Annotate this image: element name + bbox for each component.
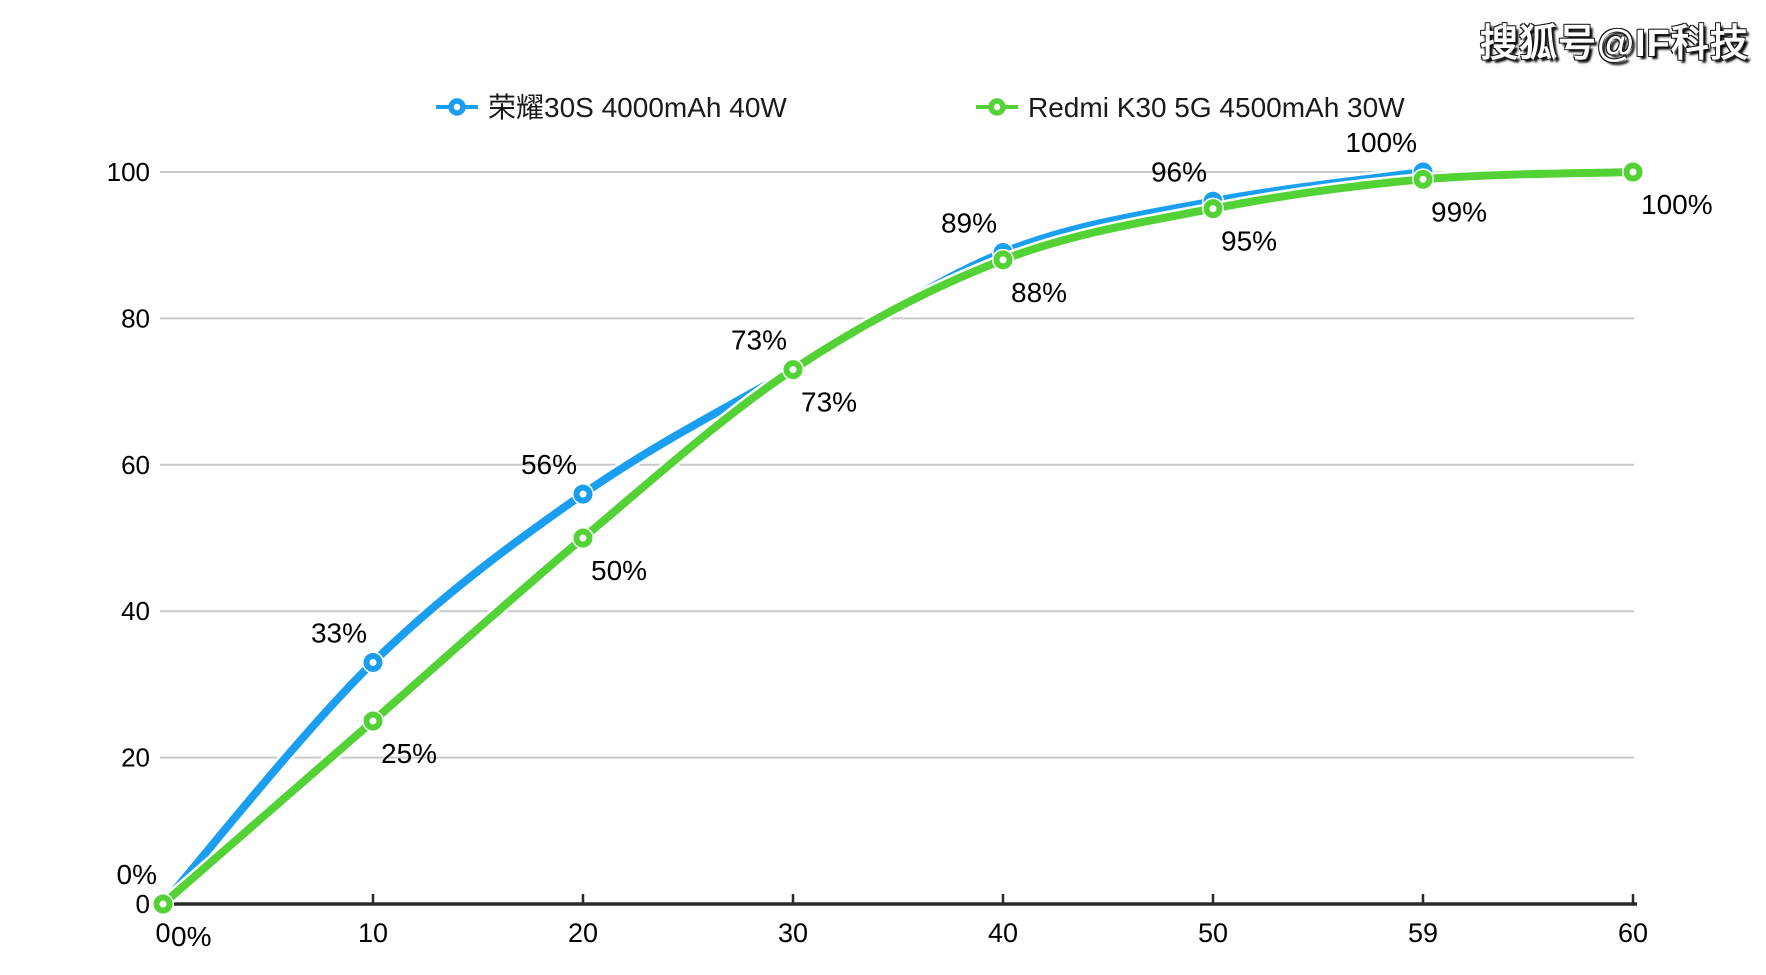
series-line-honor30s [159,168,1427,908]
data-point-label: 100% [1345,127,1417,158]
legend-label: Redmi K30 5G 4500mAh 30W [1028,92,1405,123]
data-point-label: 96% [1151,156,1207,187]
y-tick-label: 20 [121,743,150,773]
data-point-label: 33% [311,617,367,648]
data-point-marker [1413,169,1433,189]
y-tick-label: 100 [107,157,150,187]
data-point-marker [993,250,1013,270]
data-point-label: 73% [801,387,857,418]
y-tick-label: 0 [136,889,150,919]
legend-ring-icon [448,98,466,116]
data-point-marker [1203,199,1223,219]
data-point-label: 73% [731,325,787,356]
y-tick-label: 80 [121,303,150,333]
watermark: 搜狐号@IF科技 [1480,23,1749,65]
data-point-marker [363,711,383,731]
data-point-marker [153,894,173,914]
x-tick-label: 10 [358,918,388,948]
data-point-label: 25% [381,738,437,769]
data-point-label: 0% [171,921,211,952]
data-point-label: 0% [117,859,157,890]
series-line-redmi-k30 [159,168,1637,908]
data-point-label: 95% [1221,226,1277,257]
data-point-label: 89% [941,208,997,239]
legend-ring-icon [988,98,1006,116]
data-point-marker [363,652,383,672]
legend-item: 荣耀30S 4000mAh 40W [436,92,787,123]
y-tick-label: 40 [121,596,150,626]
data-point-marker [1623,162,1643,182]
legend-item: Redmi K30 5G 4500mAh 30W [976,92,1405,123]
x-tick-label: 40 [988,918,1018,948]
x-tick-label: 20 [568,918,598,948]
data-point-label: 100% [1641,189,1713,220]
data-point-label: 50% [591,555,647,586]
data-point-marker [573,528,593,548]
x-tick-label: 59 [1408,918,1438,948]
legend-label: 荣耀30S 4000mAh 40W [488,92,787,123]
data-point-label: 88% [1011,277,1067,308]
x-tick-label: 0 [155,918,170,948]
data-point-label: 56% [521,449,577,480]
series-line-casing [156,165,1640,911]
y-tick-label: 60 [121,450,150,480]
data-point-label: 99% [1431,196,1487,227]
x-tick-label: 60 [1618,918,1648,948]
x-tick-label: 30 [778,918,808,948]
data-point-marker [783,360,803,380]
x-tick-label: 50 [1198,918,1228,948]
series-line-casing [156,165,1430,911]
data-point-marker [573,484,593,504]
